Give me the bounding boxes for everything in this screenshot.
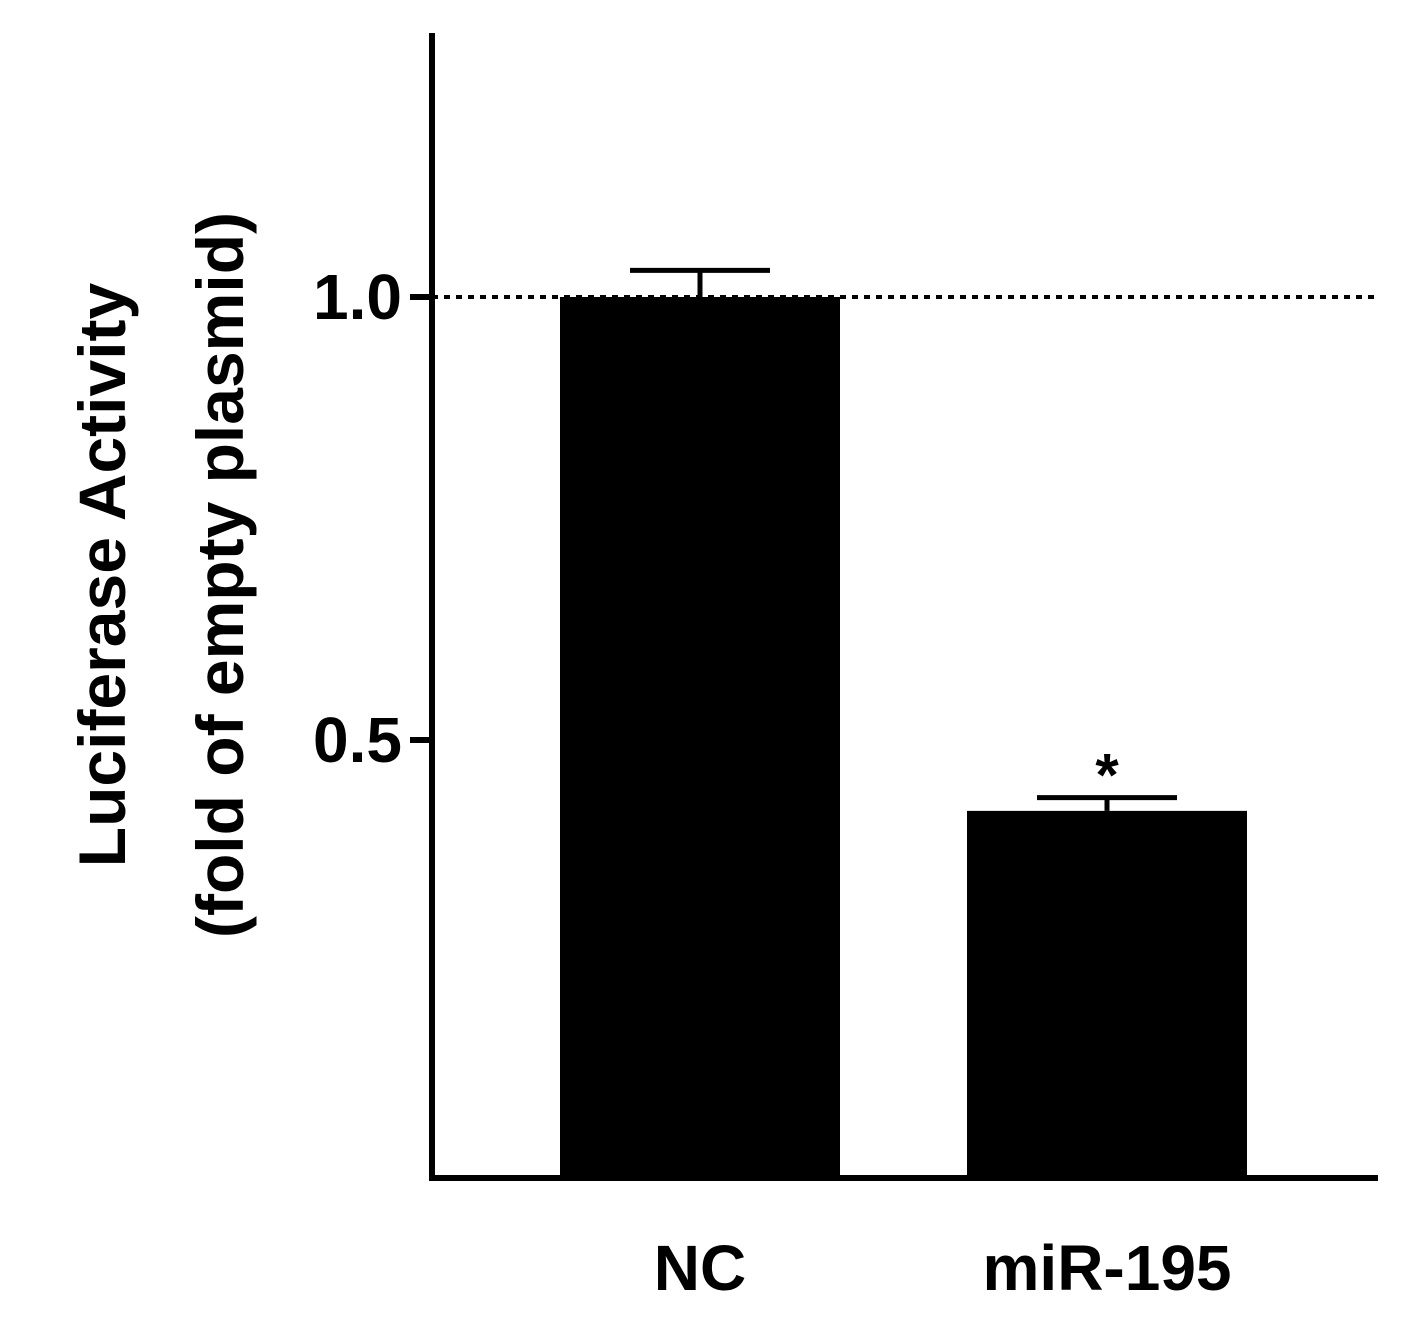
y-axis-title-line-2: (fold of empty plasmid) bbox=[183, 212, 257, 938]
y-tick-label-1: 1.0 bbox=[313, 261, 402, 333]
x-category-label-1: miR-195 bbox=[983, 1232, 1232, 1304]
bar-mir-195 bbox=[967, 810, 1247, 1178]
significance-marker-1: * bbox=[1095, 742, 1119, 809]
y-tick-label-0: 0.5 bbox=[313, 704, 402, 776]
bar-nc bbox=[560, 297, 840, 1178]
y-axis-title-line-1: Luciferase Activity bbox=[65, 282, 139, 867]
y-axis-title: Luciferase Activity (fold of empty plasm… bbox=[65, 212, 257, 938]
x-category-label-0: NC bbox=[654, 1232, 746, 1304]
plot-area: 0.5 1.0 NC miR-195 * bbox=[313, 33, 1378, 1304]
